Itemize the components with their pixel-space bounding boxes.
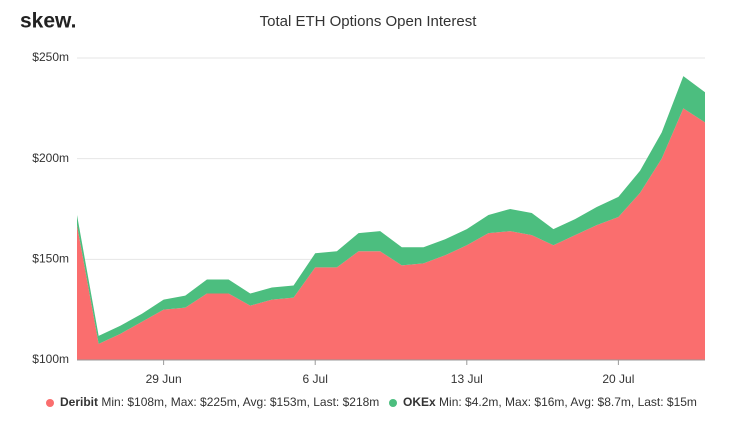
logo: skew. <box>20 10 76 33</box>
legend-name: Deribit <box>60 395 98 409</box>
legend-summary: Min: $4.2m, Max: $16m, Avg: $8.7m, Last:… <box>439 395 697 409</box>
legend-entry: OKEx Min: $4.2m, Max: $16m, Avg: $8.7m, … <box>403 395 697 409</box>
y-tick-label: $150m <box>32 252 69 266</box>
x-tick-label: 6 Jul <box>303 372 328 386</box>
legend: Deribit Min: $108m, Max: $225m, Avg: $15… <box>46 395 697 409</box>
x-tick-label: 13 Jul <box>451 372 483 386</box>
x-tick-label: 29 Jun <box>146 372 182 386</box>
area <box>77 76 705 344</box>
area <box>77 108 705 360</box>
legend-swatch <box>46 399 54 407</box>
y-tick-label: $250m <box>32 50 69 64</box>
legend-name: OKEx <box>403 395 436 409</box>
legend-summary: Min: $108m, Max: $225m, Avg: $153m, Last… <box>101 395 379 409</box>
x-tick-label: 20 Jul <box>602 372 634 386</box>
legend-swatch <box>389 399 397 407</box>
legend-entry: Deribit Min: $108m, Max: $225m, Avg: $15… <box>60 395 379 409</box>
y-tick-label: $200m <box>32 151 69 165</box>
chart-title: Total ETH Options Open Interest <box>260 13 478 30</box>
y-tick-label: $100m <box>32 352 69 366</box>
